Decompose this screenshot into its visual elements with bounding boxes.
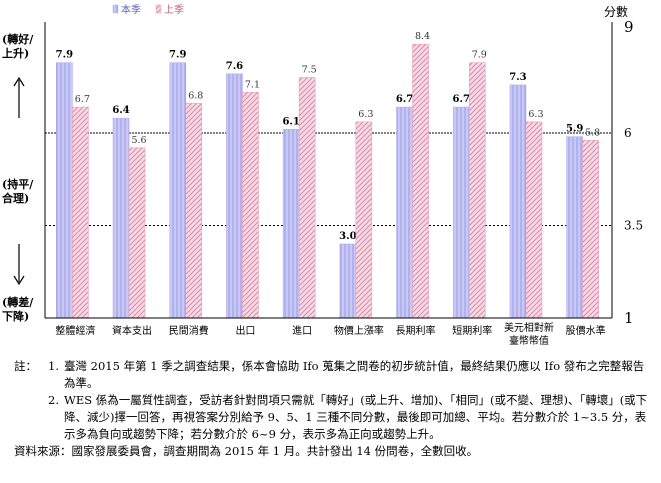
data-label: 6.7 bbox=[396, 94, 413, 105]
bar-current bbox=[282, 129, 300, 319]
bar-chart: 7.9 6.7 6.4 5.6 7.9 6.8 7.67.1 6.1 7.5 3.0 6.3 6.7 8… bbox=[2, 3, 643, 347]
bar-current bbox=[509, 84, 527, 319]
side-label: 下降) bbox=[2, 309, 29, 323]
bar-previous bbox=[412, 43, 429, 319]
category-label: 出口 bbox=[235, 324, 255, 337]
y-axis-title: 分數 bbox=[604, 5, 628, 19]
bar-previous bbox=[298, 77, 316, 319]
notes-section: 註： 1. 臺灣 2015 年第 1 季之調查結果，係本會協助 Ifo 蒐集之問… bbox=[14, 358, 654, 460]
data-label: 7.3 bbox=[509, 72, 526, 83]
legend-swatch bbox=[155, 4, 162, 14]
bar-current bbox=[396, 106, 413, 319]
bar-previous bbox=[525, 121, 543, 319]
category-label: 整體經濟 bbox=[55, 324, 95, 337]
y-tick-label: 1 bbox=[624, 309, 634, 327]
data-label: 5.8 bbox=[585, 127, 600, 138]
note-number: 2. bbox=[48, 393, 59, 407]
data-label: 7.5 bbox=[302, 65, 317, 76]
legend-swatch bbox=[112, 4, 119, 14]
legend: 本季 上季 bbox=[112, 3, 184, 16]
category-label: 民間消費 bbox=[169, 324, 209, 337]
category-label: 股價水準 bbox=[566, 324, 606, 337]
data-label: 7.6 bbox=[226, 61, 243, 72]
y-tick-label: 9 bbox=[624, 18, 634, 36]
legend-label: 上季 bbox=[164, 4, 184, 16]
bar-previous bbox=[355, 121, 373, 319]
bars: 7.9 6.7 6.4 5.6 7.9 6.8 7.67.1 6.1 7.5 3.0 6.3 6.7 8… bbox=[56, 31, 600, 319]
up-arrow-head bbox=[13, 76, 25, 87]
note-2: 2. WES 係為一屬質性調查，受訪者針對問項只需就「轉好」(或上升、增加)、「… bbox=[14, 392, 654, 443]
bar-current bbox=[226, 73, 243, 319]
note-number: 1. bbox=[48, 359, 59, 373]
bar-current bbox=[452, 106, 470, 319]
data-label: 6.7 bbox=[75, 94, 90, 105]
category-label: 物價上漲率 bbox=[334, 324, 384, 337]
data-label: 8.4 bbox=[415, 31, 430, 42]
note-text: 臺灣 2015 年第 1 季之調查結果，係本會協助 Ifo 蒐集之問卷的初步統計… bbox=[64, 359, 645, 390]
side-label: (轉差/ bbox=[2, 295, 34, 309]
side-label: 上升) bbox=[2, 46, 29, 60]
bar-previous bbox=[128, 147, 146, 319]
side-label: (持平/ bbox=[2, 177, 34, 191]
category-label: 長期利率 bbox=[396, 324, 436, 337]
category-label: 臺幣幣值 bbox=[509, 334, 549, 347]
data-label: 7.9 bbox=[56, 50, 73, 61]
data-label: 6.8 bbox=[188, 90, 203, 101]
data-label: 7.9 bbox=[472, 50, 487, 61]
data-label: 6.4 bbox=[112, 105, 129, 116]
note-1: 註： 1. 臺灣 2015 年第 1 季之調查結果，係本會協助 Ifo 蒐集之問… bbox=[14, 358, 654, 392]
side-label: (轉好/ bbox=[2, 32, 34, 46]
notes-label: 註： bbox=[14, 359, 37, 373]
bar-current bbox=[339, 243, 357, 319]
bar-previous bbox=[582, 140, 599, 319]
side-label: 合理) bbox=[2, 191, 29, 205]
source-note: 資料來源：國家發展委員會，調查期間為 2015 年 1 月。共計發出 14 份問… bbox=[14, 444, 479, 458]
data-label: 5.6 bbox=[131, 135, 146, 146]
bar-current bbox=[566, 136, 583, 319]
note-text: WES 係為一屬質性調查，受訪者針對問項只需就「轉好」(或上升、增加)、「相同」… bbox=[64, 393, 648, 441]
data-label: 3.0 bbox=[339, 231, 356, 242]
data-label: 7.1 bbox=[245, 79, 260, 90]
bar-previous bbox=[72, 106, 89, 319]
data-label: 6.7 bbox=[453, 94, 470, 105]
category-label: 美元相對新 bbox=[504, 321, 554, 334]
down-arrow-head bbox=[13, 275, 25, 286]
data-label: 6.3 bbox=[528, 109, 543, 120]
bar-current bbox=[56, 62, 73, 319]
data-label: 7.9 bbox=[169, 50, 186, 61]
category-label: 進口 bbox=[292, 325, 312, 337]
bar-current bbox=[169, 62, 187, 319]
data-label: 6.3 bbox=[358, 109, 373, 120]
y-tick-label: 3.5 bbox=[624, 219, 643, 233]
bar-previous bbox=[242, 92, 259, 319]
data-label: 5.9 bbox=[566, 124, 583, 135]
y-tick-label: 6 bbox=[624, 126, 632, 140]
bar-previous bbox=[185, 103, 203, 319]
data-label: 6.1 bbox=[282, 116, 299, 127]
bar-current bbox=[112, 117, 130, 319]
category-label: 短期利率 bbox=[452, 324, 492, 337]
legend-label: 本季 bbox=[121, 3, 141, 16]
category-label: 資本支出 bbox=[112, 324, 152, 337]
bar-previous bbox=[468, 62, 486, 319]
